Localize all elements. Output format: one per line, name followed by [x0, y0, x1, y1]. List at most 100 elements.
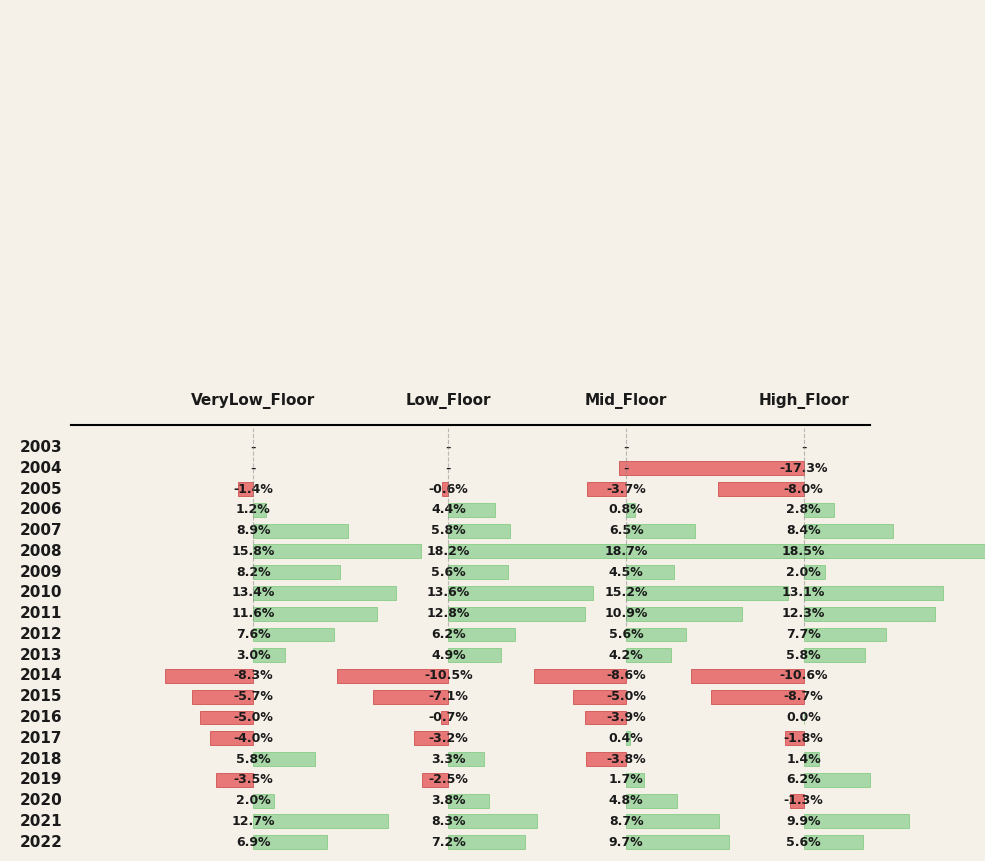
Text: 0.4%: 0.4% — [609, 732, 643, 745]
Text: 15.8%: 15.8% — [231, 545, 275, 558]
Text: 12.8%: 12.8% — [427, 607, 470, 620]
FancyBboxPatch shape — [804, 753, 819, 766]
Text: 18.2%: 18.2% — [427, 545, 470, 558]
Text: 9.9%: 9.9% — [786, 815, 821, 828]
Text: 7.2%: 7.2% — [431, 836, 466, 849]
Text: Low_Floor: Low_Floor — [406, 393, 492, 409]
Text: -5.0%: -5.0% — [233, 711, 273, 724]
FancyBboxPatch shape — [442, 482, 448, 496]
FancyBboxPatch shape — [216, 773, 253, 787]
FancyBboxPatch shape — [626, 794, 678, 808]
Text: -3.5%: -3.5% — [233, 773, 273, 786]
Text: 4.8%: 4.8% — [609, 794, 643, 807]
Text: 6.9%: 6.9% — [235, 836, 270, 849]
FancyBboxPatch shape — [448, 607, 585, 621]
Text: -8.3%: -8.3% — [233, 670, 273, 683]
Text: 13.6%: 13.6% — [427, 586, 470, 599]
FancyBboxPatch shape — [784, 731, 804, 746]
Text: Mid_Floor: Mid_Floor — [585, 393, 667, 409]
Text: 3.3%: 3.3% — [431, 753, 466, 765]
Text: -10.5%: -10.5% — [425, 670, 473, 683]
Text: -3.9%: -3.9% — [606, 711, 646, 724]
FancyBboxPatch shape — [573, 690, 626, 703]
FancyBboxPatch shape — [448, 835, 525, 849]
FancyBboxPatch shape — [253, 523, 348, 537]
FancyBboxPatch shape — [626, 544, 825, 558]
Text: 5.6%: 5.6% — [786, 836, 821, 849]
FancyBboxPatch shape — [448, 565, 508, 579]
Text: -: - — [250, 461, 256, 476]
Text: High_Floor: High_Floor — [758, 393, 849, 409]
FancyBboxPatch shape — [372, 690, 448, 703]
FancyBboxPatch shape — [626, 586, 788, 600]
FancyBboxPatch shape — [253, 544, 422, 558]
Text: 7.6%: 7.6% — [235, 628, 271, 641]
Text: -0.7%: -0.7% — [428, 711, 469, 724]
FancyBboxPatch shape — [585, 753, 626, 766]
Text: 2014: 2014 — [20, 668, 62, 684]
Text: 2006: 2006 — [20, 502, 62, 517]
FancyBboxPatch shape — [448, 628, 514, 641]
Text: 2009: 2009 — [20, 565, 62, 579]
Text: 2.8%: 2.8% — [786, 504, 821, 517]
FancyBboxPatch shape — [200, 710, 253, 724]
FancyBboxPatch shape — [626, 731, 630, 746]
FancyBboxPatch shape — [211, 731, 253, 746]
Text: 8.9%: 8.9% — [235, 524, 270, 537]
Text: 2017: 2017 — [20, 731, 62, 746]
FancyBboxPatch shape — [804, 773, 870, 787]
Text: -3.7%: -3.7% — [606, 482, 646, 496]
Text: 9.7%: 9.7% — [609, 836, 643, 849]
Text: 1.4%: 1.4% — [786, 753, 821, 765]
FancyBboxPatch shape — [253, 815, 388, 828]
FancyBboxPatch shape — [804, 648, 866, 662]
FancyBboxPatch shape — [253, 794, 275, 808]
Text: -8.6%: -8.6% — [606, 670, 646, 683]
FancyBboxPatch shape — [804, 544, 985, 558]
FancyBboxPatch shape — [584, 710, 626, 724]
Text: 5.6%: 5.6% — [431, 566, 466, 579]
FancyBboxPatch shape — [804, 815, 909, 828]
FancyBboxPatch shape — [587, 482, 626, 496]
Text: 5.8%: 5.8% — [431, 524, 466, 537]
Text: -: - — [446, 440, 451, 455]
FancyBboxPatch shape — [626, 815, 719, 828]
FancyBboxPatch shape — [448, 586, 593, 600]
FancyBboxPatch shape — [448, 503, 495, 517]
Text: 2016: 2016 — [20, 710, 62, 725]
FancyBboxPatch shape — [690, 669, 804, 683]
FancyBboxPatch shape — [253, 628, 334, 641]
FancyBboxPatch shape — [448, 648, 500, 662]
FancyBboxPatch shape — [718, 482, 804, 496]
Text: 2018: 2018 — [20, 752, 62, 766]
Text: 15.2%: 15.2% — [605, 586, 648, 599]
Text: -1.4%: -1.4% — [233, 482, 273, 496]
Text: 0.8%: 0.8% — [609, 504, 643, 517]
Text: 1.7%: 1.7% — [609, 773, 643, 786]
FancyBboxPatch shape — [441, 710, 448, 724]
FancyBboxPatch shape — [253, 586, 396, 600]
Text: 2007: 2007 — [20, 523, 62, 538]
FancyBboxPatch shape — [804, 607, 935, 621]
Text: 2010: 2010 — [20, 585, 62, 600]
FancyBboxPatch shape — [192, 690, 253, 703]
Text: 6.2%: 6.2% — [786, 773, 821, 786]
FancyBboxPatch shape — [626, 565, 674, 579]
Text: 5.8%: 5.8% — [786, 648, 821, 662]
Text: 6.5%: 6.5% — [609, 524, 643, 537]
FancyBboxPatch shape — [448, 815, 537, 828]
FancyBboxPatch shape — [238, 482, 253, 496]
FancyBboxPatch shape — [253, 503, 266, 517]
FancyBboxPatch shape — [535, 669, 626, 683]
Text: 2.0%: 2.0% — [786, 566, 821, 579]
Text: 3.8%: 3.8% — [431, 794, 466, 807]
Text: 2008: 2008 — [20, 544, 62, 559]
FancyBboxPatch shape — [804, 523, 893, 537]
FancyBboxPatch shape — [422, 773, 448, 787]
FancyBboxPatch shape — [337, 669, 448, 683]
Text: 8.7%: 8.7% — [609, 815, 643, 828]
Text: 13.4%: 13.4% — [231, 586, 275, 599]
Text: 10.9%: 10.9% — [605, 607, 648, 620]
Text: 4.5%: 4.5% — [609, 566, 643, 579]
Text: 4.4%: 4.4% — [431, 504, 466, 517]
